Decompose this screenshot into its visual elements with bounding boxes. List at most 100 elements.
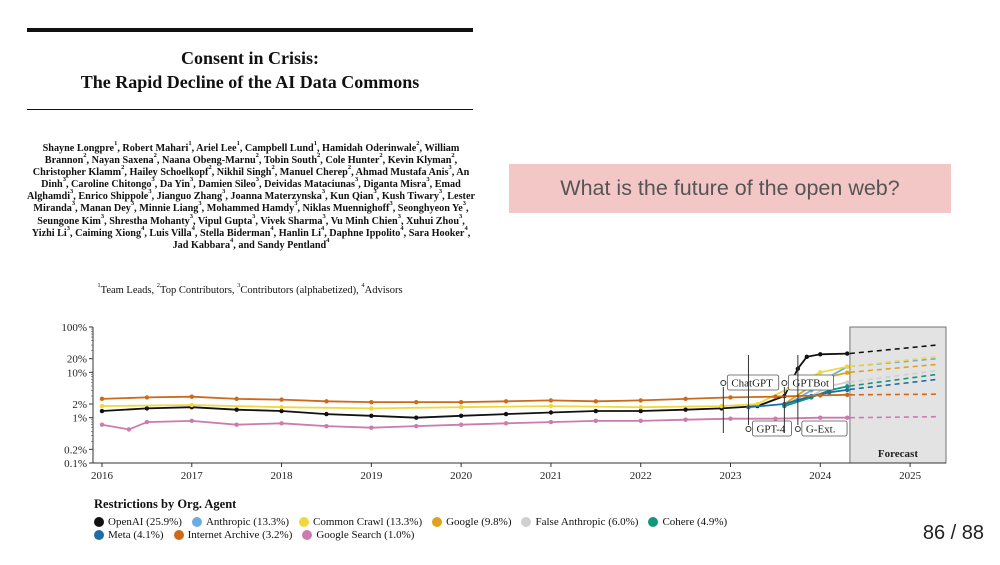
series-point	[458, 413, 464, 418]
author-affiliation-mark: 4	[326, 236, 330, 244]
series-point	[818, 415, 823, 420]
author-name: Enrico Shippole	[78, 191, 149, 203]
author-affiliation-mark: 3	[354, 176, 359, 184]
author-affiliation-mark: 2	[121, 164, 125, 172]
affiliation-mark: 4	[361, 282, 365, 289]
author-name: Luis Villa	[149, 227, 192, 239]
series-point	[638, 405, 643, 410]
author-affiliation-mark: 3	[189, 176, 194, 184]
legend-item: Meta (4.1%)	[94, 529, 164, 543]
series-point	[638, 418, 643, 424]
author-name: Vipul Gupta	[197, 215, 253, 227]
author-affiliation-mark: 3	[294, 200, 298, 208]
author-name: Shayne Longpre	[42, 143, 115, 154]
author-name: Nayan Saxena	[91, 155, 154, 167]
author-affiliation-mark: 2	[83, 152, 87, 160]
series-forecast-line	[849, 369, 938, 383]
series-point	[845, 370, 850, 375]
series-point	[458, 405, 464, 410]
legend-row: OpenAI (25.9%) Anthropic (13.3%) Common Cr…	[94, 515, 814, 529]
x-tick-label: 2024	[809, 470, 832, 482]
series-point	[279, 421, 284, 426]
author-name: Sandy Pentland	[257, 239, 327, 251]
series-point	[728, 416, 733, 421]
author-affiliation-mark: 3	[100, 212, 105, 220]
author-name: Kevin Klyman	[387, 155, 452, 167]
series-forecast-line	[849, 393, 938, 396]
series-point	[818, 352, 823, 357]
series-point	[279, 408, 284, 414]
series-point	[324, 411, 329, 417]
author-affiliation-mark: 2	[379, 152, 383, 160]
author-affiliation-mark: 3	[130, 200, 135, 208]
y-tick-label: 20%	[67, 354, 87, 366]
author-affiliation-mark: 2	[208, 164, 212, 172]
author-affiliation-mark: 4	[464, 224, 468, 232]
x-tick-label: 2022	[630, 470, 652, 482]
author-list: Shayne Longpre1, Robert Mahari1, Ariel L…	[27, 140, 475, 251]
title-bottom-rule	[27, 109, 473, 110]
author-name: Ahmad Mustafa Anis	[355, 167, 449, 179]
author-name: Seonghyeon Ye	[397, 203, 463, 215]
annotation-marker	[745, 426, 752, 432]
author-name: Vivek Sharma	[260, 215, 323, 227]
affiliation-mark: 1	[97, 282, 101, 289]
author-name: Hamidah Oderinwale	[322, 143, 417, 154]
y-tick-label: 0.1%	[64, 458, 87, 470]
paper-title-line1: Consent in Crisis:	[180, 48, 319, 68]
author-affiliation-mark: 1	[236, 140, 240, 147]
author-affiliation-mark: 3	[148, 188, 152, 196]
legend-label: Google Search (1.0%)	[316, 529, 415, 542]
author-name: Ariel Lee	[196, 143, 237, 154]
x-tick-label: 2016	[91, 470, 114, 482]
series-point	[845, 415, 850, 420]
chart-svg: Forecast 0.1% 0.2% 1% 2% 10%20% 100% 2016 2017 20…	[61, 322, 947, 482]
series-point	[548, 410, 554, 415]
legend-swatch	[302, 530, 313, 541]
author-affiliation-mark: 4	[400, 224, 404, 232]
slide-question: What is the future of the open web?	[509, 164, 951, 213]
series-forecast-line	[849, 415, 938, 419]
series-point	[827, 390, 832, 395]
affiliation-label: Advisors	[364, 285, 403, 296]
author-name: Minnie Liang	[139, 203, 199, 215]
legend-label: OpenAI (25.9%)	[108, 515, 182, 528]
series-point	[728, 395, 733, 400]
legend-swatch	[173, 530, 184, 541]
annotation-marker	[794, 426, 801, 432]
legend-swatch	[521, 516, 532, 527]
series-point	[324, 399, 329, 404]
series-point	[99, 396, 105, 402]
legend-title: Restrictions by Org. Agent	[94, 497, 237, 511]
author-name: Da Yin	[159, 179, 190, 191]
author-name: Sara Hooker	[408, 227, 465, 239]
author-affiliation-mark: 3	[397, 212, 401, 220]
author-name: Cole Hunter	[325, 155, 380, 167]
x-tick-label: 2023	[720, 470, 743, 482]
series-point	[189, 402, 194, 408]
author-affiliation-mark: 3	[71, 200, 76, 208]
author-affiliation-mark: 4	[270, 224, 274, 232]
author-name: William Brannon	[44, 143, 460, 167]
legend-label: Internet Archive (3.2%)	[187, 529, 293, 542]
legend-item: OpenAI (25.9%)	[94, 515, 182, 529]
author-name: Manan Dey	[80, 203, 131, 215]
legend-label: Anthropic (13.3%)	[205, 515, 290, 528]
legend-label: Cohere (4.9%)	[662, 515, 728, 528]
series-point	[189, 394, 194, 399]
affiliation-mark: 2	[156, 282, 161, 289]
legend-row: Meta (4.1%) Internet Archive (3.2%) Google…	[94, 529, 814, 543]
x-tick-label: 2025	[899, 470, 922, 482]
author-affiliation-mark: 3	[373, 188, 377, 196]
author-affiliation-mark: 3	[70, 188, 74, 196]
author-name: Caroline Chitongo	[71, 179, 152, 191]
affiliation-label: Top Contributors	[160, 285, 232, 296]
affiliation-legend: 1Team Leads, 2Top Contributors, 3Contrib…	[97, 282, 403, 296]
y-tick-label: 100%	[61, 322, 87, 334]
annotation-box	[787, 374, 834, 391]
author-affiliation-mark: 3	[198, 200, 202, 208]
affiliation-label: Contributors (alphabetized)	[240, 285, 357, 296]
x-tick-label: 2017	[181, 470, 204, 482]
author-affiliation-mark: 4	[191, 224, 195, 232]
author-name: Kush Tiwary	[381, 191, 439, 203]
